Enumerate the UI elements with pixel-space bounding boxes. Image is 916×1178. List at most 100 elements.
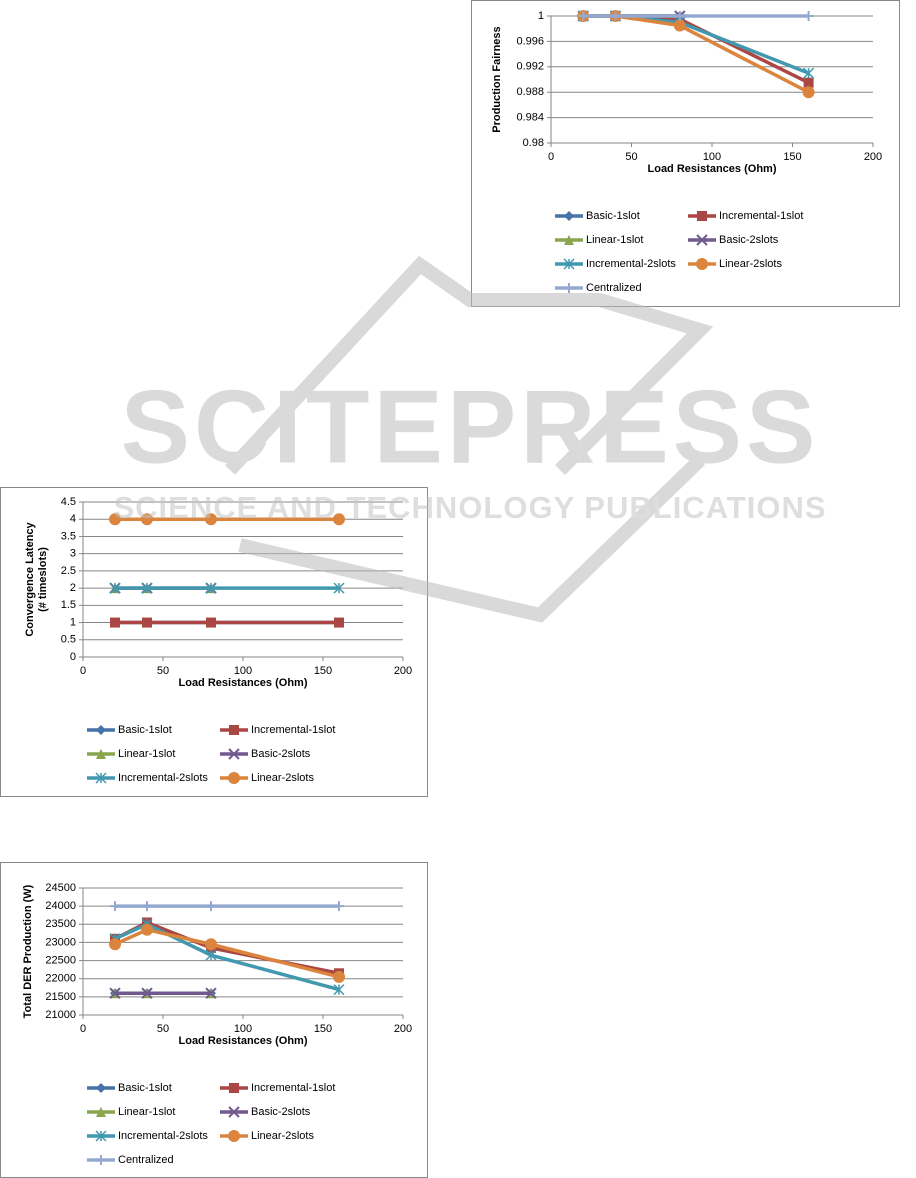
marker — [142, 901, 152, 912]
marker — [206, 617, 216, 628]
y-axis-label: Production Fairness — [491, 26, 503, 132]
marker — [141, 987, 153, 999]
legend-label: Linear-2slots — [719, 258, 782, 270]
marker — [109, 938, 121, 951]
marker — [109, 582, 121, 594]
marker — [334, 901, 344, 912]
marker — [205, 987, 217, 999]
marker — [228, 748, 240, 760]
x-tick-label: 0 — [80, 665, 86, 677]
y-tick-label: 21000 — [45, 1009, 76, 1021]
legend-label: Incremental-1slot — [251, 1082, 335, 1094]
legend-label: Linear-2slots — [251, 772, 314, 784]
marker — [697, 211, 707, 221]
legend-label: Linear-2slots — [251, 1130, 314, 1142]
marker — [96, 1155, 106, 1165]
y-tick-label: 0.996 — [516, 35, 544, 47]
x-tick-label: 200 — [394, 665, 412, 677]
chart-frame — [0, 862, 428, 1178]
x-tick-label: 200 — [864, 151, 882, 163]
marker — [141, 513, 153, 526]
marker — [141, 582, 153, 594]
marker — [205, 949, 217, 961]
marker — [110, 617, 120, 628]
y-tick-label: 23000 — [45, 936, 76, 948]
y-tick-label: 0 — [70, 651, 76, 663]
marker — [564, 283, 574, 293]
legend-label: Incremental-2slots — [118, 772, 208, 784]
chart-frame — [471, 0, 900, 307]
watermark-shape — [224, 255, 714, 623]
y-tick-label: 0.992 — [516, 61, 544, 73]
y-tick-label: 4.5 — [61, 496, 76, 508]
y-tick-label: 3.5 — [61, 530, 76, 542]
y-tick-label: 0.988 — [516, 86, 544, 98]
marker — [334, 617, 344, 628]
legend-label: Incremental-1slot — [719, 210, 803, 222]
marker — [802, 86, 815, 99]
watermark-title: SCITEPRESS — [121, 369, 820, 485]
legend-label: Basic-2slots — [719, 234, 779, 246]
y-tick-label: 22500 — [45, 954, 76, 966]
chart: 21000 21500 22000 22500 23000 23500 24000 24500… — [0, 862, 428, 1178]
x-tick-label: 150 — [314, 665, 332, 677]
y-axis-label: Convergence Latency — [24, 521, 36, 636]
x-axis-label: Load Resistances (Ohm) — [179, 677, 308, 689]
y-tick-label: 22000 — [45, 973, 76, 985]
marker — [803, 77, 814, 88]
legend-label: Linear-1slot — [118, 748, 175, 760]
legend-label: Centralized — [586, 282, 642, 294]
marker — [803, 67, 815, 79]
marker — [674, 11, 685, 21]
legend-label: Linear-1slot — [118, 1106, 175, 1118]
marker — [696, 234, 708, 246]
marker — [141, 923, 153, 936]
x-tick-label: 150 — [783, 151, 801, 163]
watermark: SCITEPRESS SCIENCE AND TECHNOLOGY PUBLIC… — [113, 255, 826, 623]
marker — [96, 1107, 106, 1117]
y-tick-label: 24500 — [45, 882, 76, 894]
y-tick-label: 3 — [70, 548, 76, 560]
series-line — [114, 922, 340, 992]
x-tick-label: 100 — [234, 665, 252, 677]
marker — [96, 1083, 106, 1093]
marker — [205, 938, 217, 951]
x-axis-label: Load Resistances (Ohm) — [648, 163, 777, 175]
legend-label: Basic-1slot — [586, 210, 640, 222]
marker — [109, 513, 121, 526]
x-tick-label: 50 — [625, 151, 637, 163]
marker — [142, 617, 152, 628]
marker — [610, 11, 621, 21]
x-tick-label: 200 — [394, 1023, 412, 1035]
y-axis-label: Total DER Production (W) — [22, 884, 34, 1018]
marker — [205, 513, 217, 526]
marker — [110, 901, 120, 912]
x-tick-label: 100 — [703, 151, 721, 163]
marker — [96, 749, 106, 759]
chart: 0 0.5 1 1.5 2 2.5 3 3.5 4 4.5 0 50 100 150 200 Load Res… — [0, 487, 428, 797]
marker — [95, 1130, 107, 1142]
marker — [205, 582, 217, 594]
x-tick-label: 0 — [80, 1023, 86, 1035]
marker — [95, 772, 107, 784]
marker — [229, 725, 239, 735]
marker — [96, 725, 106, 735]
chart-frame — [0, 487, 428, 797]
watermark-subtitle: SCIENCE AND TECHNOLOGY PUBLICATIONS — [113, 490, 826, 525]
marker — [333, 582, 345, 594]
marker — [564, 211, 574, 221]
marker — [696, 258, 708, 270]
x-tick-label: 50 — [157, 665, 169, 677]
x-tick-label: 150 — [314, 1023, 332, 1035]
y-axis-label: (# timeslots) — [37, 547, 49, 612]
y-tick-label: 2 — [70, 582, 76, 594]
legend-label: Basic-2slots — [251, 1106, 311, 1118]
x-tick-label: 100 — [234, 1023, 252, 1035]
marker — [109, 987, 121, 999]
legend-label: Centralized — [118, 1154, 174, 1166]
series-line — [114, 927, 340, 979]
y-tick-label: 1.5 — [61, 599, 76, 611]
x-tick-label: 50 — [157, 1023, 169, 1035]
